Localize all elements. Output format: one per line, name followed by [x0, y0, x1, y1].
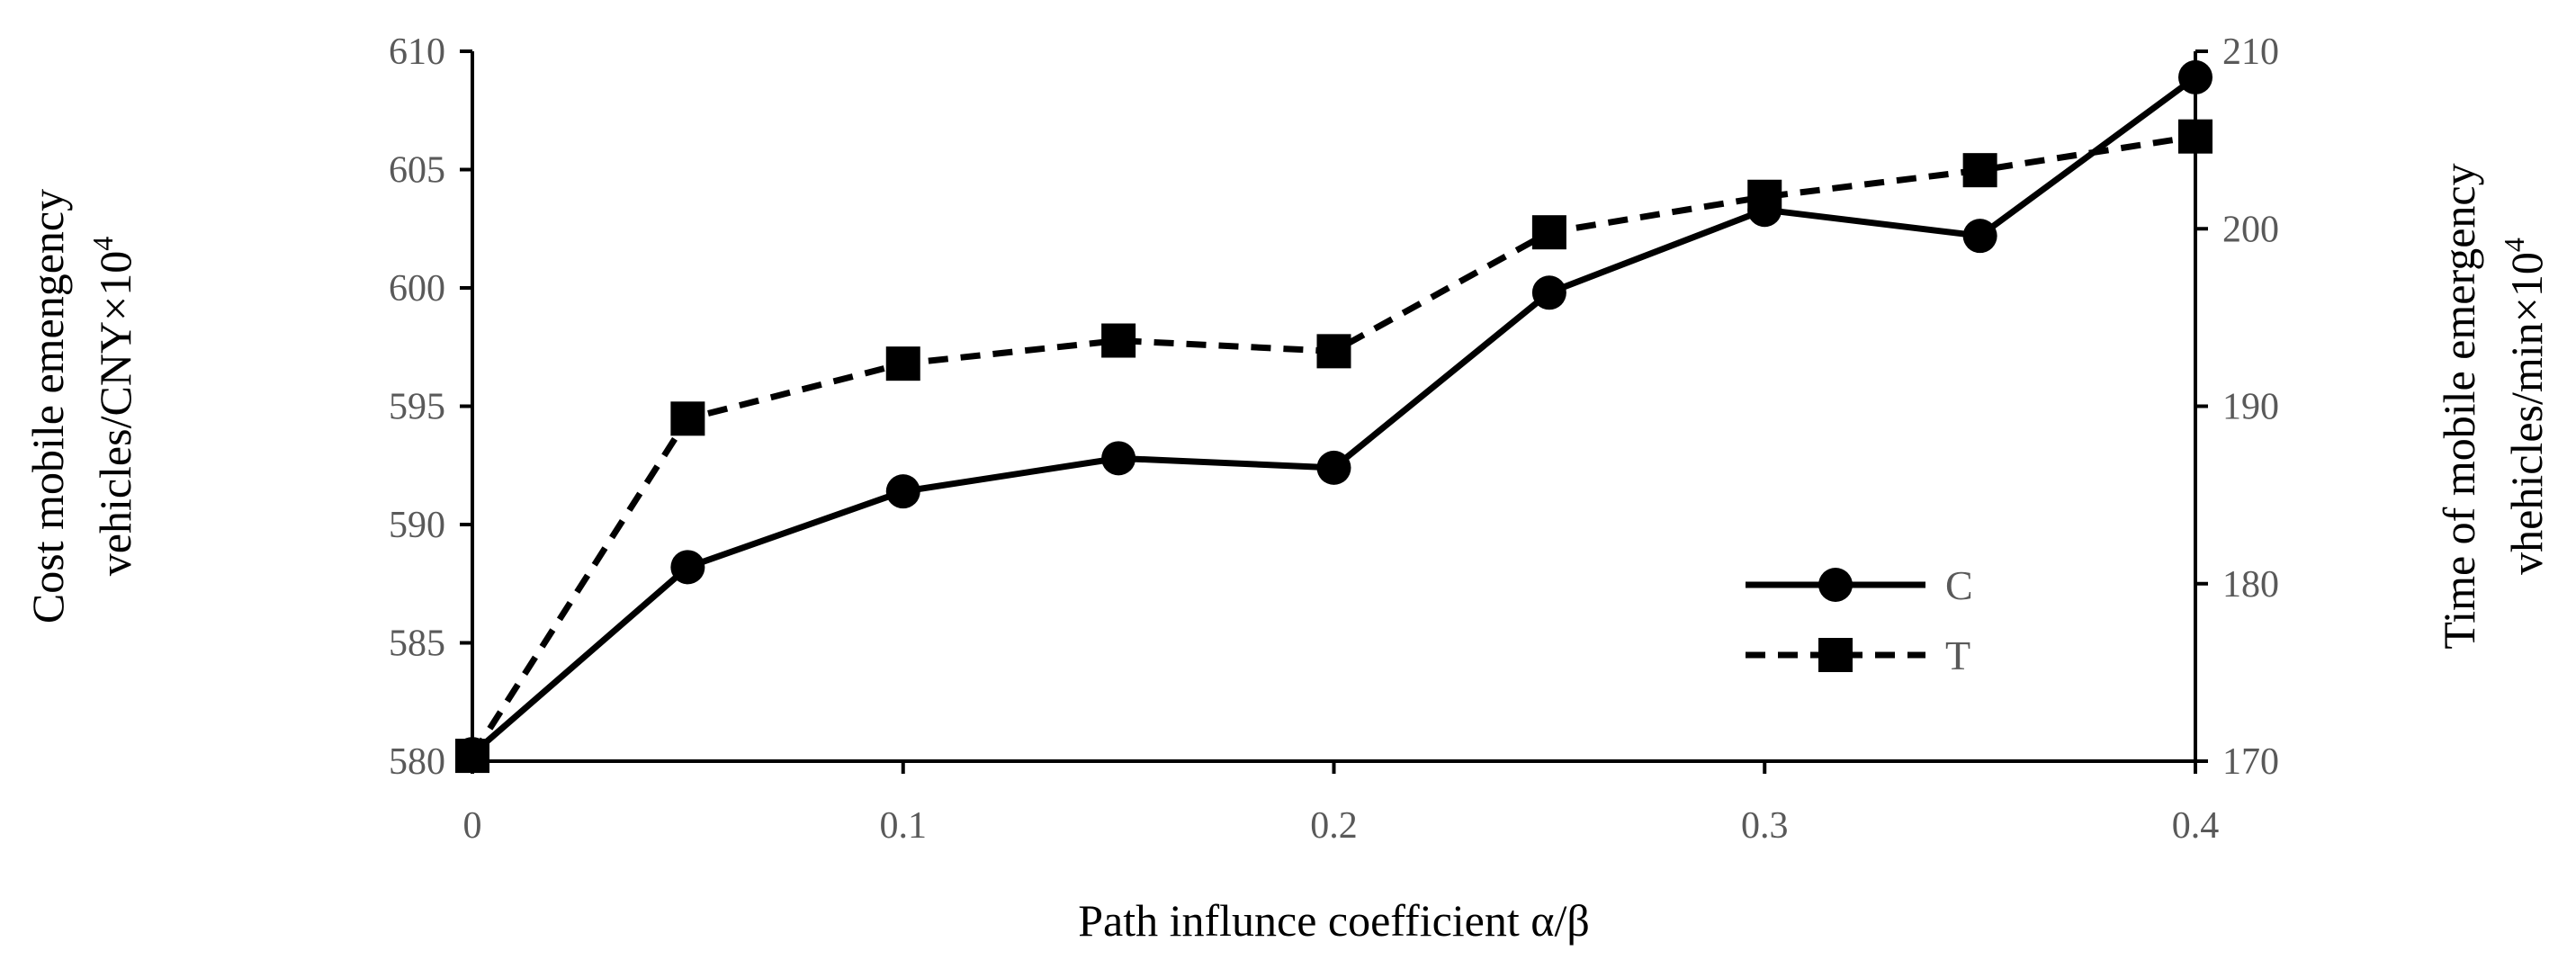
- data-point-T: [1101, 323, 1136, 358]
- right-y-axis-title-superscript: 4: [2498, 238, 2530, 252]
- legend: CT: [1746, 562, 1973, 678]
- x-tick-label: 0: [463, 805, 482, 847]
- data-point-C: [2178, 59, 2212, 94]
- series-layer: [455, 59, 2212, 774]
- right-y-axis-title: Time of mobile emergency vhehicles/min×1…: [2434, 163, 2552, 649]
- data-point-T: [885, 346, 920, 381]
- right-y-tick-label: 190: [2222, 387, 2279, 428]
- data-point-T: [1962, 153, 1997, 188]
- left-y-tick-label: 580: [389, 741, 445, 783]
- series-C: [455, 59, 2212, 772]
- right-y-tick-label: 210: [2222, 31, 2279, 73]
- left-y-tick-label: 590: [389, 505, 445, 546]
- x-tick-label: 0.4: [2172, 805, 2220, 847]
- data-point-T: [455, 739, 489, 774]
- left-y-tick-label: 600: [389, 268, 445, 310]
- left-y-tick-label: 595: [389, 387, 445, 428]
- data-point-C: [670, 550, 705, 585]
- left-y-axis-title-line2: vehicles/CNY×104: [86, 237, 140, 576]
- data-point-C: [1316, 450, 1351, 485]
- data-point-C: [1531, 275, 1566, 310]
- legend-label-C: C: [1945, 562, 1973, 608]
- x-tick-label: 0.2: [1310, 805, 1358, 847]
- right-y-tick-label: 170: [2222, 741, 2279, 783]
- data-point-T: [670, 401, 705, 436]
- x-tick-label: 0.1: [880, 805, 928, 847]
- right-y-tick-label: 180: [2222, 564, 2279, 606]
- legend-marker-T: [1818, 638, 1853, 672]
- data-point-C: [1101, 441, 1136, 476]
- data-point-C: [1962, 219, 1997, 254]
- left-y-tick-label: 605: [389, 150, 445, 192]
- data-point-T: [2178, 119, 2212, 154]
- data-point-C: [885, 474, 920, 509]
- x-tick-label: 0.3: [1741, 805, 1789, 847]
- series-line-C: [470, 75, 2198, 757]
- legend-marker-C: [1818, 568, 1853, 602]
- x-axis-title: Path influnce coefficient α/β: [1078, 895, 1590, 946]
- series-T: [455, 119, 2212, 774]
- right-y-axis-title-line1: Time of mobile emergency: [2434, 163, 2484, 649]
- legend-label-T: T: [1945, 633, 1970, 678]
- left-y-axis-title-superscript: 4: [86, 237, 119, 251]
- left-y-axis-title-line2-text: vehicles/CNY×10: [90, 251, 140, 576]
- data-point-T: [1747, 179, 1782, 214]
- ticks: 580 585 590 595 600 605 610 170 180 190 200 210 0 0.1…: [389, 31, 2279, 847]
- left-y-tick-label: 585: [389, 624, 445, 665]
- axes: [471, 51, 2197, 763]
- left-y-axis-title: Cost mobile emengency vehicles/CNY×104: [22, 189, 140, 624]
- right-y-axis-title-line2: vhehicles/min×104: [2498, 238, 2552, 575]
- left-y-tick-label: 610: [389, 31, 445, 73]
- right-y-axis-title-line2-text: vhehicles/min×10: [2501, 252, 2552, 575]
- data-point-T: [1531, 215, 1566, 250]
- left-y-axis-title-line1: Cost mobile emengency: [22, 189, 73, 624]
- data-point-T: [1316, 334, 1351, 369]
- right-y-tick-label: 200: [2222, 209, 2279, 250]
